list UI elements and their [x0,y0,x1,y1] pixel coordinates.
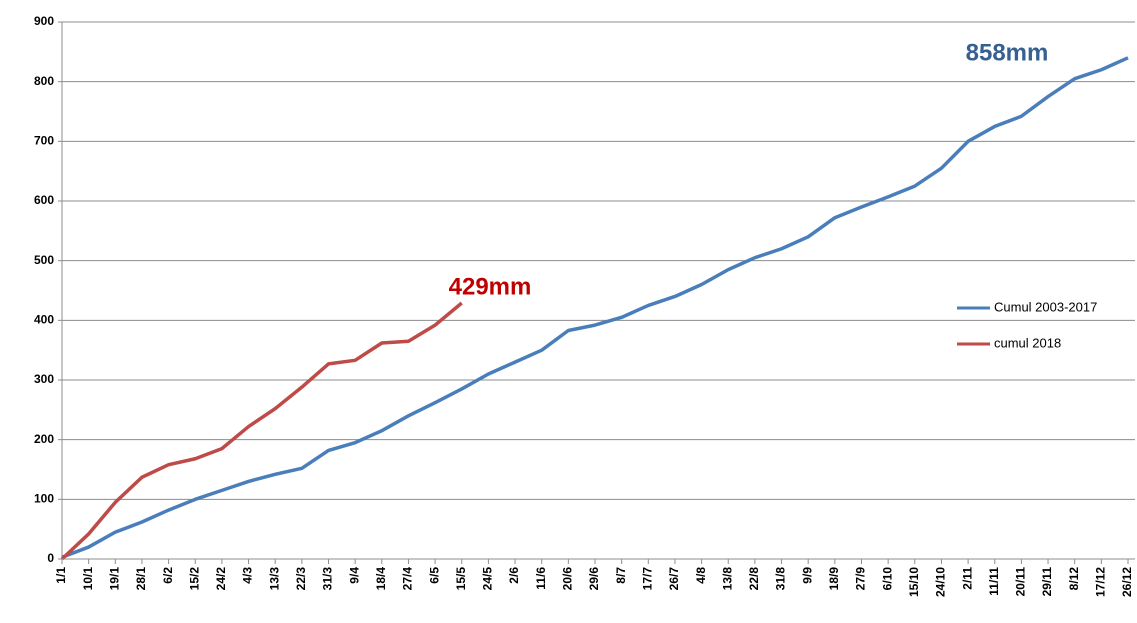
x-tick-label: 9/9 [800,567,814,584]
x-tick-label: 19/1 [107,567,121,591]
y-tick-label: 800 [34,74,54,88]
y-tick-label: 500 [34,253,54,267]
x-tick-label: 20/11 [1014,567,1028,597]
x-tick-label: 6/10 [880,567,894,591]
x-tick-label: 31/8 [774,567,788,591]
x-tick-label: 1/1 [54,567,68,584]
x-tick-label: 6/2 [161,567,175,584]
x-tick-label: 24/2 [214,567,228,591]
x-tick-label: 22/8 [747,567,761,591]
x-tick-label: 13/8 [720,567,734,591]
legend-label: cumul 2018 [994,335,1061,350]
x-tick-label: 4/8 [694,567,708,584]
x-tick-label: 15/2 [187,567,201,591]
x-tick-label: 22/3 [294,567,308,591]
x-tick-label: 11/6 [534,567,548,590]
y-tick-label: 300 [34,372,54,386]
x-tick-label: 24/10 [934,567,948,597]
x-tick-label: 13/3 [267,567,281,591]
series-line [61,56,1129,559]
x-tick-label: 8/7 [614,567,628,584]
x-tick-label: 17/7 [640,567,654,591]
x-tick-label: 10/1 [81,567,95,591]
x-tick-label: 8/12 [1067,567,1081,591]
x-tick-label: 6/5 [427,567,441,584]
x-tick-label: 2/11 [960,567,974,590]
x-tick-label: 26/7 [667,567,681,591]
x-tick-label: 15/5 [454,567,468,591]
series-line [60,301,463,561]
x-tick-label: 4/3 [241,567,255,584]
x-tick-label: 17/12 [1094,567,1108,597]
x-tick-label: 28/1 [134,567,148,591]
x-tick-label: 31/3 [321,567,335,591]
y-tick-label: 0 [47,551,54,565]
x-tick-label: 18/9 [827,567,841,591]
x-tick-label: 29/11 [1040,567,1054,597]
x-tick-label: 26/12 [1120,567,1134,597]
y-tick-label: 700 [34,134,54,148]
y-tick-label: 400 [34,313,54,327]
x-tick-label: 20/6 [561,567,575,591]
y-tick-label: 100 [34,492,54,506]
x-tick-label: 27/4 [401,567,415,591]
x-tick-label: 2/6 [507,567,521,584]
x-tick-label: 18/4 [374,567,388,591]
y-tick-label: 600 [34,193,54,207]
annotation: 429mm [449,273,532,300]
annotation: 858mm [966,39,1049,66]
x-tick-label: 24/5 [481,567,495,591]
x-tick-label: 29/6 [587,567,601,591]
x-tick-label: 27/9 [854,567,868,591]
x-tick-label: 11/11 [987,567,1001,596]
legend-label: Cumul 2003-2017 [994,299,1097,314]
y-tick-label: 200 [34,432,54,446]
y-tick-label: 900 [34,14,54,28]
x-tick-label: 9/4 [347,567,361,584]
x-tick-label: 15/10 [907,567,921,597]
